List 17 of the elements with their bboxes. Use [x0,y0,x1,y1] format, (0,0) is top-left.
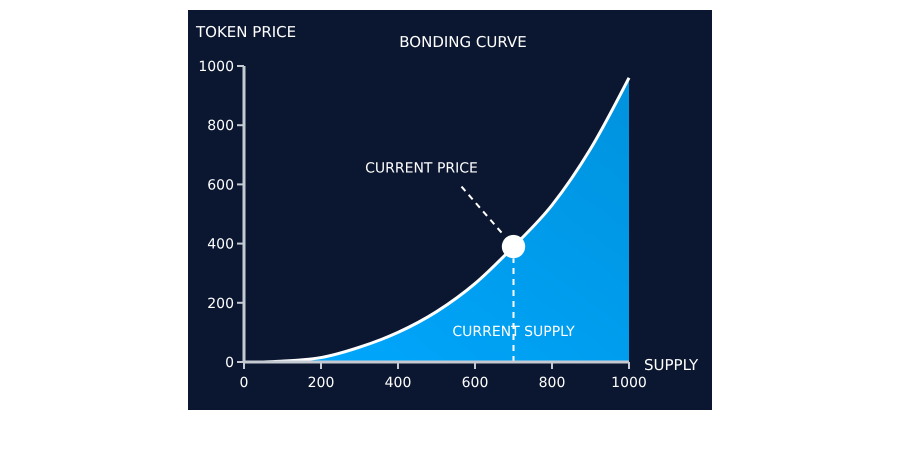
y-tick-label: 200 [207,296,234,312]
x-tick-label: 1000 [611,375,647,391]
x-tick-label: 600 [462,375,488,391]
y-tick-label: 0 [225,355,234,371]
ref-line-label: CURRENT SUPPLY [452,324,576,340]
x-tick-label: 200 [308,375,334,391]
y-tick-label: 800 [207,118,234,134]
x-tick-label: 800 [538,375,566,391]
annotation: CURRENT PRICE [365,160,478,177]
x-axis-title: SUPPLY [644,356,699,374]
chart-title: BONDING CURVE [399,33,527,51]
y-tick-label: 1000 [198,59,234,75]
y-tick-label: 400 [207,236,234,253]
y-axis-title: TOKEN PRICE [195,23,296,41]
y-tick-label: 600 [207,177,234,194]
x-tick-label: 400 [384,375,412,391]
x-tick-label: 0 [240,375,248,391]
